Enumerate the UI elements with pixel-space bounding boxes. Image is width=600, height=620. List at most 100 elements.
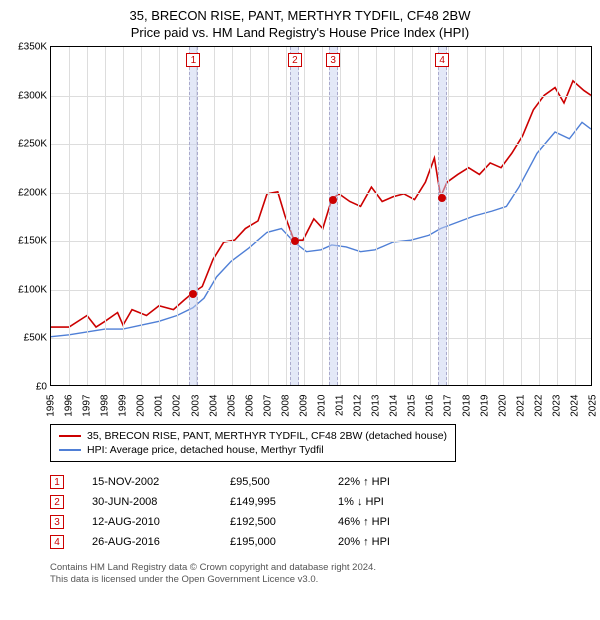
event-row: 230-JUN-2008£149,9951% ↓ HPI	[50, 492, 592, 512]
x-tick-label: 2023	[551, 395, 562, 417]
grid-line-h	[51, 144, 591, 145]
grid-line-v	[159, 47, 160, 385]
legend-swatch	[59, 435, 81, 437]
x-tick-label: 2010	[317, 395, 328, 417]
grid-line-v	[87, 47, 88, 385]
series-svg	[51, 47, 591, 385]
x-tick-label: 2012	[353, 395, 364, 417]
event-band	[189, 47, 198, 385]
legend-row: HPI: Average price, detached house, Mert…	[59, 443, 447, 457]
grid-line-v	[69, 47, 70, 385]
grid-line-v	[340, 47, 341, 385]
grid-line-v	[141, 47, 142, 385]
chart-title: 35, BRECON RISE, PANT, MERTHYR TYDFIL, C…	[8, 8, 592, 40]
grid-line-v	[268, 47, 269, 385]
event-pct: 22% ↑ HPI	[338, 476, 438, 488]
event-pct: 1% ↓ HPI	[338, 496, 438, 508]
x-tick-label: 2015	[407, 395, 418, 417]
x-tick-label: 2017	[443, 395, 454, 417]
grid-line-h	[51, 338, 591, 339]
grid-line-v	[123, 47, 124, 385]
grid-line-v	[467, 47, 468, 385]
event-marker: 3	[326, 53, 340, 67]
x-tick-label: 2009	[298, 395, 309, 417]
event-price: £95,500	[230, 476, 310, 488]
chart-container: 35, BRECON RISE, PANT, MERTHYR TYDFIL, C…	[8, 8, 592, 587]
x-tick-label: 1999	[118, 395, 129, 417]
event-number: 1	[50, 475, 64, 489]
x-tick-label: 2011	[335, 395, 346, 417]
event-date: 15-NOV-2002	[92, 476, 202, 488]
grid-line-v	[521, 47, 522, 385]
grid-line-v	[214, 47, 215, 385]
y-tick-label: £350K	[18, 42, 51, 53]
event-row: 312-AUG-2010£192,50046% ↑ HPI	[50, 512, 592, 532]
footer-line-1: Contains HM Land Registry data © Crown c…	[50, 562, 592, 574]
event-dot	[438, 194, 446, 202]
x-tick-label: 2000	[136, 395, 147, 417]
grid-line-v	[358, 47, 359, 385]
grid-line-v	[376, 47, 377, 385]
grid-line-v	[286, 47, 287, 385]
event-number: 4	[50, 535, 64, 549]
event-price: £192,500	[230, 516, 310, 528]
grid-line-v	[412, 47, 413, 385]
grid-line-v	[232, 47, 233, 385]
x-tick-label: 2008	[280, 395, 291, 417]
grid-line-h	[51, 96, 591, 97]
x-tick-label: 2024	[569, 395, 580, 417]
grid-line-v	[575, 47, 576, 385]
x-tick-label: 1997	[82, 395, 93, 417]
legend-swatch	[59, 449, 81, 451]
event-marker: 2	[288, 53, 302, 67]
event-marker: 1	[186, 53, 200, 67]
y-tick-label: £0	[36, 382, 51, 393]
plot-wrapper: £0£50K£100K£150K£200K£250K£300K£350K1995…	[8, 46, 592, 386]
y-tick-label: £250K	[18, 139, 51, 150]
x-tick-label: 2025	[588, 395, 599, 417]
event-dot	[329, 196, 337, 204]
event-number: 2	[50, 495, 64, 509]
grid-line-v	[485, 47, 486, 385]
x-tick-label: 1995	[46, 395, 57, 417]
x-tick-label: 2003	[190, 395, 201, 417]
x-tick-label: 1998	[100, 395, 111, 417]
title-line-2: Price paid vs. HM Land Registry's House …	[8, 25, 592, 40]
x-tick-label: 2004	[208, 395, 219, 417]
event-date: 30-JUN-2008	[92, 496, 202, 508]
grid-line-v	[394, 47, 395, 385]
y-tick-label: £200K	[18, 187, 51, 198]
event-price: £195,000	[230, 536, 310, 548]
x-tick-label: 2007	[262, 395, 273, 417]
legend: 35, BRECON RISE, PANT, MERTHYR TYDFIL, C…	[50, 424, 456, 462]
grid-line-v	[177, 47, 178, 385]
grid-line-v	[322, 47, 323, 385]
x-tick-label: 2002	[172, 395, 183, 417]
grid-line-h	[51, 290, 591, 291]
event-pct: 46% ↑ HPI	[338, 516, 438, 528]
plot-area: £0£50K£100K£150K£200K£250K£300K£350K1995…	[50, 46, 592, 386]
x-tick-label: 2005	[226, 395, 237, 417]
event-band	[438, 47, 447, 385]
event-number: 3	[50, 515, 64, 529]
event-pct: 20% ↑ HPI	[338, 536, 438, 548]
x-tick-label: 2016	[425, 395, 436, 417]
grid-line-h	[51, 193, 591, 194]
y-tick-label: £100K	[18, 284, 51, 295]
event-date: 26-AUG-2016	[92, 536, 202, 548]
legend-label: HPI: Average price, detached house, Mert…	[87, 444, 324, 456]
y-tick-label: £300K	[18, 90, 51, 101]
grid-line-v	[430, 47, 431, 385]
title-line-1: 35, BRECON RISE, PANT, MERTHYR TYDFIL, C…	[8, 8, 592, 23]
x-tick-label: 2018	[461, 395, 472, 417]
events-table: 1 15-NOV-2002 £95,500 22% ↑ HPI 2 30-JUN-2008…	[50, 472, 592, 552]
legend-label: 35, BRECON RISE, PANT, MERTHYR TYDFIL, C…	[87, 430, 447, 442]
event-band	[290, 47, 299, 385]
x-tick-label: 2022	[533, 395, 544, 417]
legend-row: 35, BRECON RISE, PANT, MERTHYR TYDFIL, C…	[59, 429, 447, 443]
event-dot	[189, 290, 197, 298]
x-tick-label: 2013	[371, 395, 382, 417]
event-row: 1 15-NOV-2002 £95,500 22% ↑ HPI	[50, 472, 592, 492]
x-tick-label: 1996	[64, 395, 75, 417]
x-tick-label: 2019	[479, 395, 490, 417]
